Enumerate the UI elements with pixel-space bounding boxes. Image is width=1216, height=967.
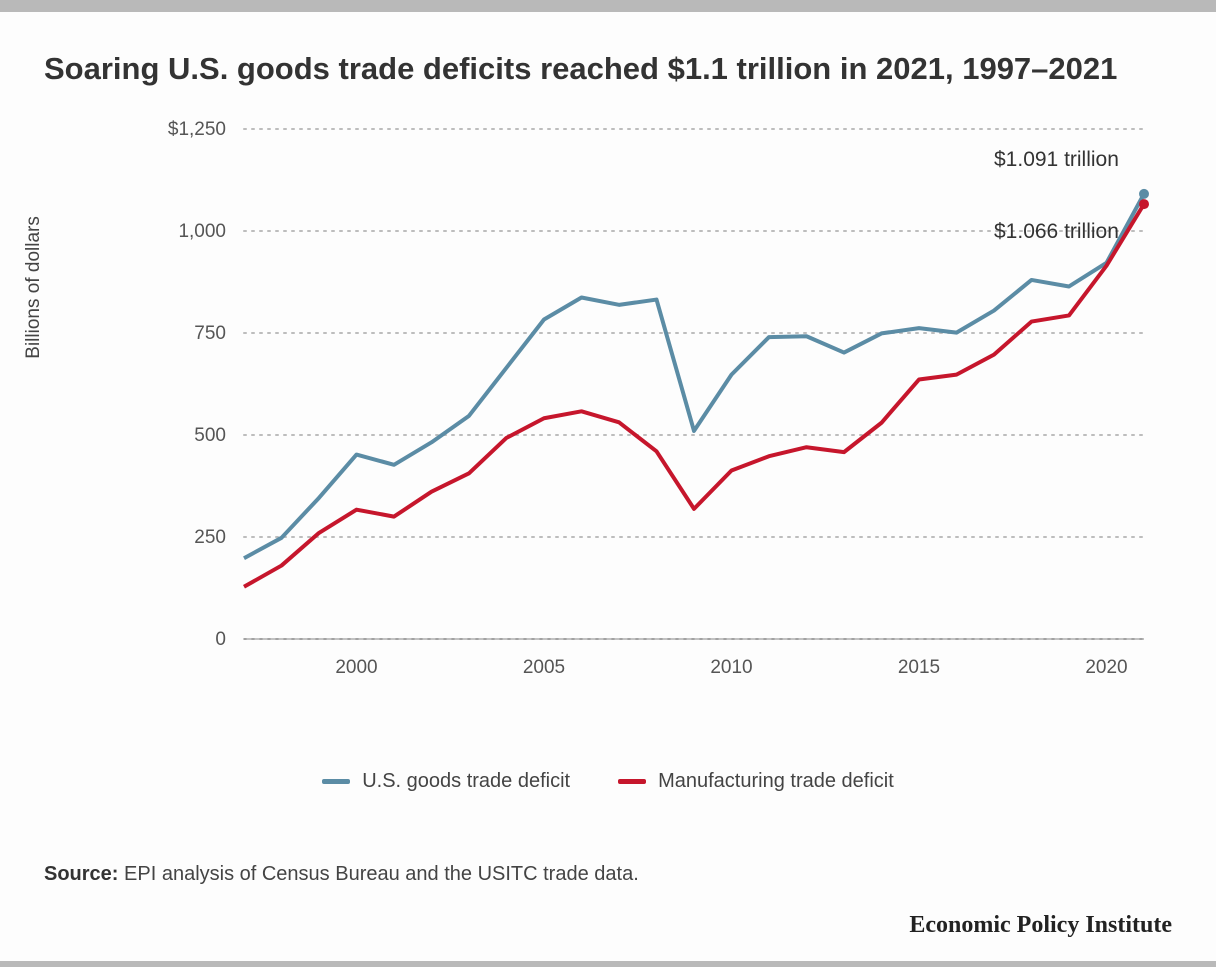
legend-swatch — [618, 779, 646, 784]
y-tick-label: 250 — [194, 527, 226, 548]
legend-item: Manufacturing trade deficit — [618, 770, 894, 793]
series-end-dot — [1139, 199, 1149, 209]
x-tick-label: 2015 — [898, 657, 940, 678]
source-text: EPI analysis of Census Bureau and the US… — [118, 863, 638, 885]
x-tick-label: 2010 — [710, 657, 752, 678]
brand-footer: Economic Policy Institute — [909, 912, 1172, 939]
series-end-dot — [1139, 189, 1149, 199]
y-tick-label: 750 — [194, 323, 226, 344]
y-tick-label: 500 — [194, 425, 226, 446]
y-axis-label: Billions of dollars — [23, 216, 45, 359]
chart-legend: U.S. goods trade deficit Manufacturing tr… — [44, 767, 1172, 793]
chart-title: Soaring U.S. goods trade deficits reache… — [44, 50, 1172, 89]
legend-label: U.S. goods trade deficit — [362, 770, 570, 793]
x-tick-label: 2005 — [523, 657, 565, 678]
legend-label: Manufacturing trade deficit — [658, 770, 894, 793]
y-tick-label: $1,250 — [168, 119, 226, 140]
chart-container: Soaring U.S. goods trade deficits reache… — [0, 12, 1216, 886]
source-label: Source: — [44, 863, 118, 885]
y-tick-label: 1,000 — [178, 221, 226, 242]
series-end-label: $1.091 trillion — [994, 148, 1119, 171]
top-accent-bar — [0, 0, 1216, 12]
series-end-label: $1.066 trillion — [994, 220, 1119, 243]
legend-item: U.S. goods trade deficit — [322, 770, 570, 793]
chart-area: Billions of dollars 02505007501,000$1,25… — [44, 119, 1172, 719]
x-tick-label: 2000 — [335, 657, 377, 678]
series-line — [244, 204, 1144, 587]
x-tick-label: 2020 — [1085, 657, 1127, 678]
bottom-accent-bar — [0, 961, 1216, 967]
y-tick-label: 0 — [215, 629, 226, 650]
series-line — [244, 194, 1144, 558]
legend-swatch — [322, 779, 350, 784]
source-note: Source: EPI analysis of Census Bureau an… — [44, 863, 1172, 886]
line-chart-svg: 0 250 500 750 1,000 $1,250 2000 2005 2010 2015 202… — [44, 119, 1172, 719]
